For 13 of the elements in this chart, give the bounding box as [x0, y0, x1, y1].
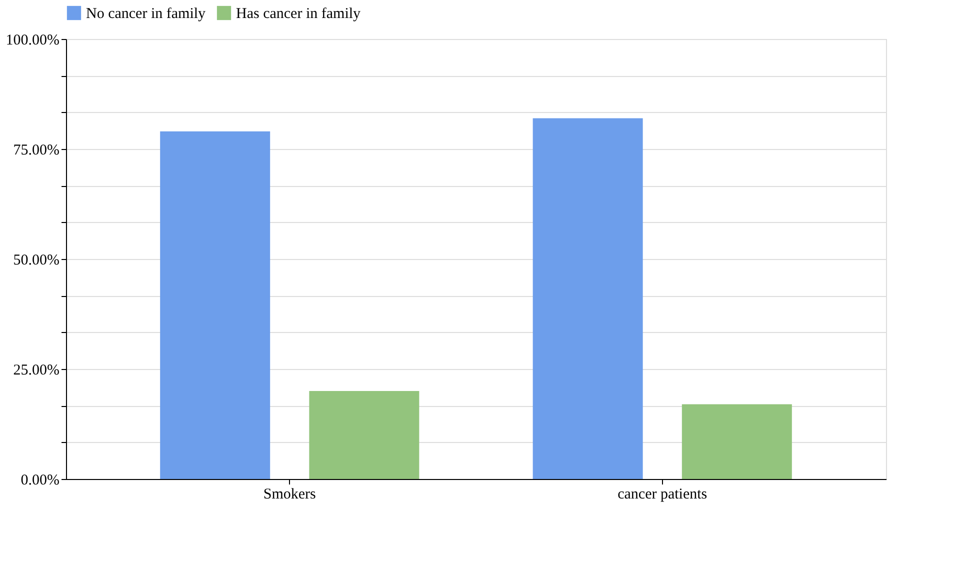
bar — [682, 404, 792, 479]
y-tick-label: 75.00% — [13, 142, 60, 158]
bar — [160, 131, 270, 479]
y-tick-label: 50.00% — [13, 252, 60, 268]
bar — [532, 118, 643, 479]
y-tick-label: 25.00% — [13, 362, 60, 378]
y-tick-label: 100.00% — [6, 32, 60, 48]
x-tick-label: Smokers — [263, 486, 316, 502]
bar — [309, 391, 420, 479]
y-tick-label: 0.00% — [20, 472, 60, 488]
x-tick-label: cancer patients — [618, 486, 708, 502]
legend-label: No cancer in family — [86, 6, 206, 22]
legend-label: Has cancer in family — [236, 6, 362, 22]
